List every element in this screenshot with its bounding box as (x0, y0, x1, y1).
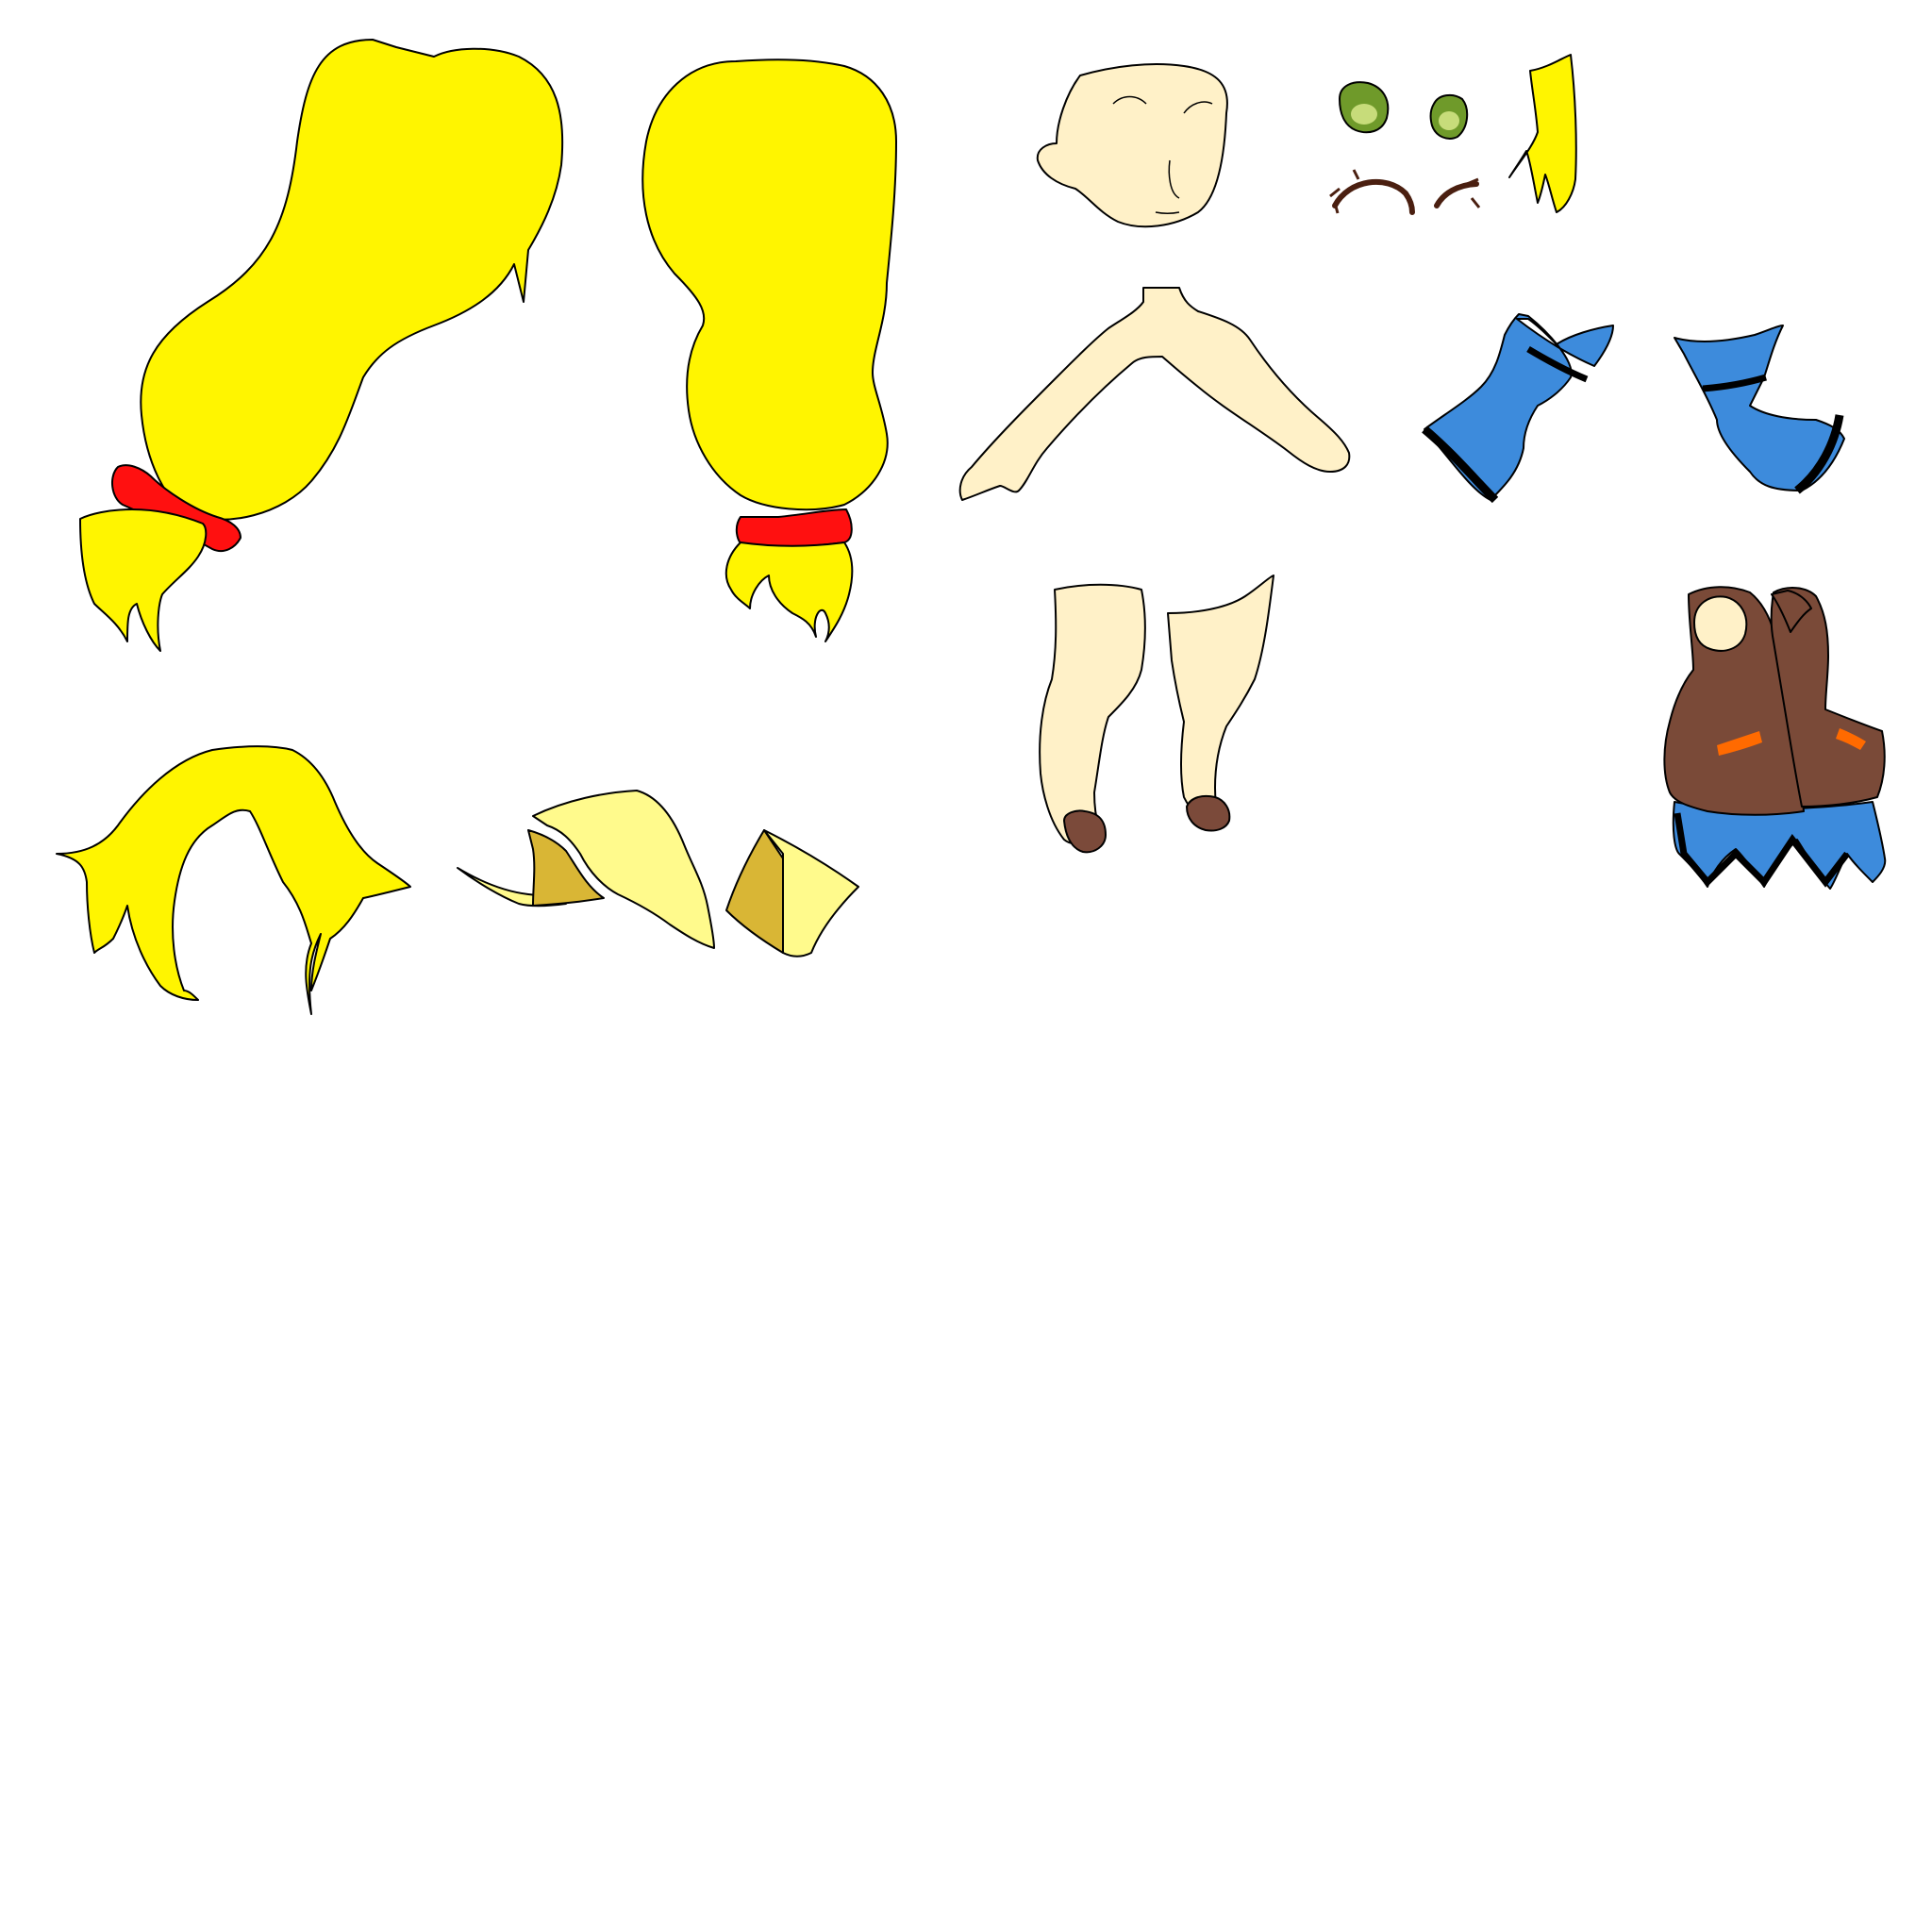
left-sleeve-cloth (1424, 313, 1614, 501)
left-sleeve-cuff-stripe (1422, 425, 1499, 504)
shoe-left (1063, 809, 1107, 854)
face-mouth-line (1155, 211, 1180, 214)
hat-side-dark (725, 829, 785, 954)
front-bangs (56, 745, 411, 1015)
legs (1039, 575, 1274, 854)
arms-torso (958, 287, 1351, 501)
right-pigtail-hair (641, 58, 897, 511)
face-shape (1036, 63, 1228, 228)
left-hair-tie (111, 464, 242, 553)
vest-back-strap (1771, 590, 1812, 633)
right-sleeve-band-stripe (1702, 374, 1767, 392)
face-nose-line (1168, 159, 1180, 199)
vest-pocket-right (1836, 728, 1866, 750)
eyebrows (1329, 169, 1481, 215)
skirt-hem-stripe (1674, 812, 1850, 888)
face-eye-line-right (1183, 101, 1213, 114)
skirt (1672, 801, 1887, 890)
right-sleeve-cuff-stripe (1794, 414, 1844, 494)
left-pigtail-hair (140, 39, 564, 521)
right-sleeve-cloth (1674, 325, 1845, 491)
hat-pieces (457, 790, 859, 958)
eyebrow-left (1332, 179, 1415, 215)
left-pigtail-tip (79, 508, 208, 652)
vest-shoulder-circle (1693, 595, 1748, 652)
eyebrow-right (1434, 181, 1479, 208)
left-sleeve (1422, 313, 1614, 504)
right-pigtail (641, 58, 897, 642)
vest-left-panel (1663, 586, 1805, 816)
side-hair-strand (1508, 54, 1577, 213)
vest-pocket-left (1717, 731, 1762, 756)
vest-right-panel (1770, 587, 1886, 808)
eyebrow-right-lashes (1466, 177, 1481, 208)
right-pigtail-tip (724, 541, 854, 642)
eye-left-highlight (1351, 104, 1377, 125)
hat-crown (532, 790, 715, 949)
shoe-right (1186, 794, 1231, 832)
leg-right (1167, 575, 1274, 821)
eyebrow-left-lashes (1329, 169, 1360, 214)
right-sleeve (1674, 325, 1845, 494)
eyes (1339, 81, 1469, 140)
hat-inner-shadow (527, 829, 605, 907)
vest-skirt (1663, 586, 1887, 890)
left-pigtail (79, 39, 564, 652)
eye-right-highlight (1439, 111, 1459, 130)
face (1036, 63, 1228, 228)
left-sleeve-band-stripe (1526, 345, 1589, 383)
face-eye-line-left (1112, 95, 1147, 105)
hat-side-light (763, 829, 859, 958)
right-hair-tie (735, 508, 853, 549)
leg-left (1039, 583, 1146, 845)
